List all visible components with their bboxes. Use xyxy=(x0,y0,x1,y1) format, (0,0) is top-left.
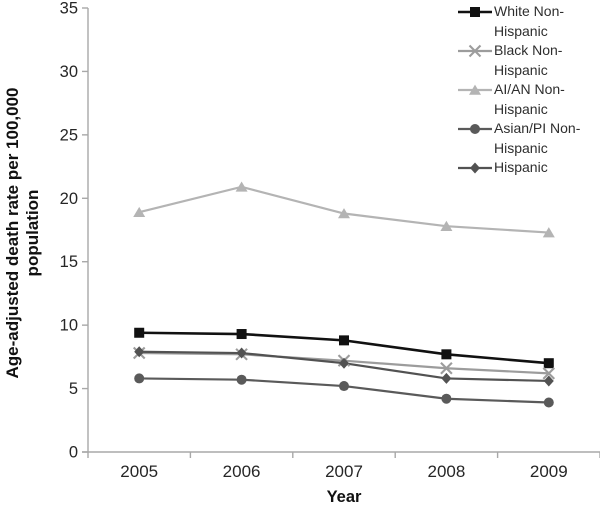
data-point-square xyxy=(543,358,554,369)
x-tick-label: 2008 xyxy=(427,462,465,481)
data-point-triangle xyxy=(542,227,555,238)
y-tick-label: 25 xyxy=(60,126,78,144)
data-point-triangle xyxy=(235,181,248,192)
legend-label: AI/AN Non-Hispanic xyxy=(494,81,565,117)
legend-marker-square xyxy=(470,7,480,17)
y-tick-label: 10 xyxy=(60,317,78,335)
data-point-triangle xyxy=(133,206,146,218)
y-tick-label: 15 xyxy=(60,253,78,271)
legend-marker-triangle xyxy=(469,84,481,95)
data-point-circle xyxy=(134,373,145,384)
data-point-diamond xyxy=(134,346,145,358)
x-axis-title: Year xyxy=(326,488,362,506)
x-tick-label: 2005 xyxy=(120,462,158,481)
y-tick-label: 5 xyxy=(69,380,78,398)
legend-marker-x xyxy=(468,44,482,58)
data-point-square xyxy=(339,335,349,346)
x-tick-label: 2006 xyxy=(223,462,261,481)
legend-entry: Hispanic xyxy=(458,158,600,178)
data-point-square xyxy=(441,349,452,360)
data-point-x xyxy=(440,362,453,375)
y-tick-label: 20 xyxy=(60,190,78,208)
data-point-circle xyxy=(236,374,247,385)
legend-label: Asian/PI Non-Hispanic xyxy=(494,120,581,156)
legend: White Non-Hispanic Black Non-Hispanic AI/A… xyxy=(458,2,600,178)
legend-entry: Black Non-Hispanic xyxy=(458,41,600,80)
data-point-circle xyxy=(339,381,349,392)
data-point-triangle xyxy=(440,220,453,231)
y-axis-title: Age-adjusted death rate per 100,000 popu… xyxy=(3,87,42,379)
legend-swatch-diamond xyxy=(458,162,492,174)
legend-label: White Non-Hispanic xyxy=(494,3,565,39)
legend-swatch-triangle xyxy=(458,84,492,95)
legend-label: Black Non-Hispanic xyxy=(494,42,563,78)
legend-marker-circle xyxy=(470,124,480,134)
legend-swatch-square xyxy=(458,7,492,17)
data-point-triangle xyxy=(338,208,350,219)
y-tick-label: 30 xyxy=(60,63,78,81)
data-point-diamond xyxy=(236,347,247,359)
legend-swatch-circle xyxy=(458,124,492,134)
legend-entry: AI/AN Non-Hispanic xyxy=(458,80,600,119)
x-tick-label: 2009 xyxy=(530,462,568,481)
y-tick-label: 0 xyxy=(69,444,78,462)
data-point-diamond xyxy=(339,357,349,369)
legend-swatch-x xyxy=(458,44,492,58)
legend-label: Hispanic xyxy=(494,159,548,175)
data-point-circle xyxy=(441,393,452,404)
data-point-square xyxy=(236,329,247,340)
data-point-circle xyxy=(543,397,554,408)
legend-marker-diamond xyxy=(470,162,480,174)
data-point-x xyxy=(542,367,556,380)
y-tick-label: 35 xyxy=(60,0,78,18)
data-point-diamond xyxy=(441,372,452,384)
legend-entry: Asian/PI Non-Hispanic xyxy=(458,119,600,158)
data-point-square xyxy=(134,327,145,338)
x-tick-label: 2007 xyxy=(325,462,363,481)
data-point-diamond xyxy=(543,375,554,387)
legend-entry: White Non-Hispanic xyxy=(458,2,600,41)
